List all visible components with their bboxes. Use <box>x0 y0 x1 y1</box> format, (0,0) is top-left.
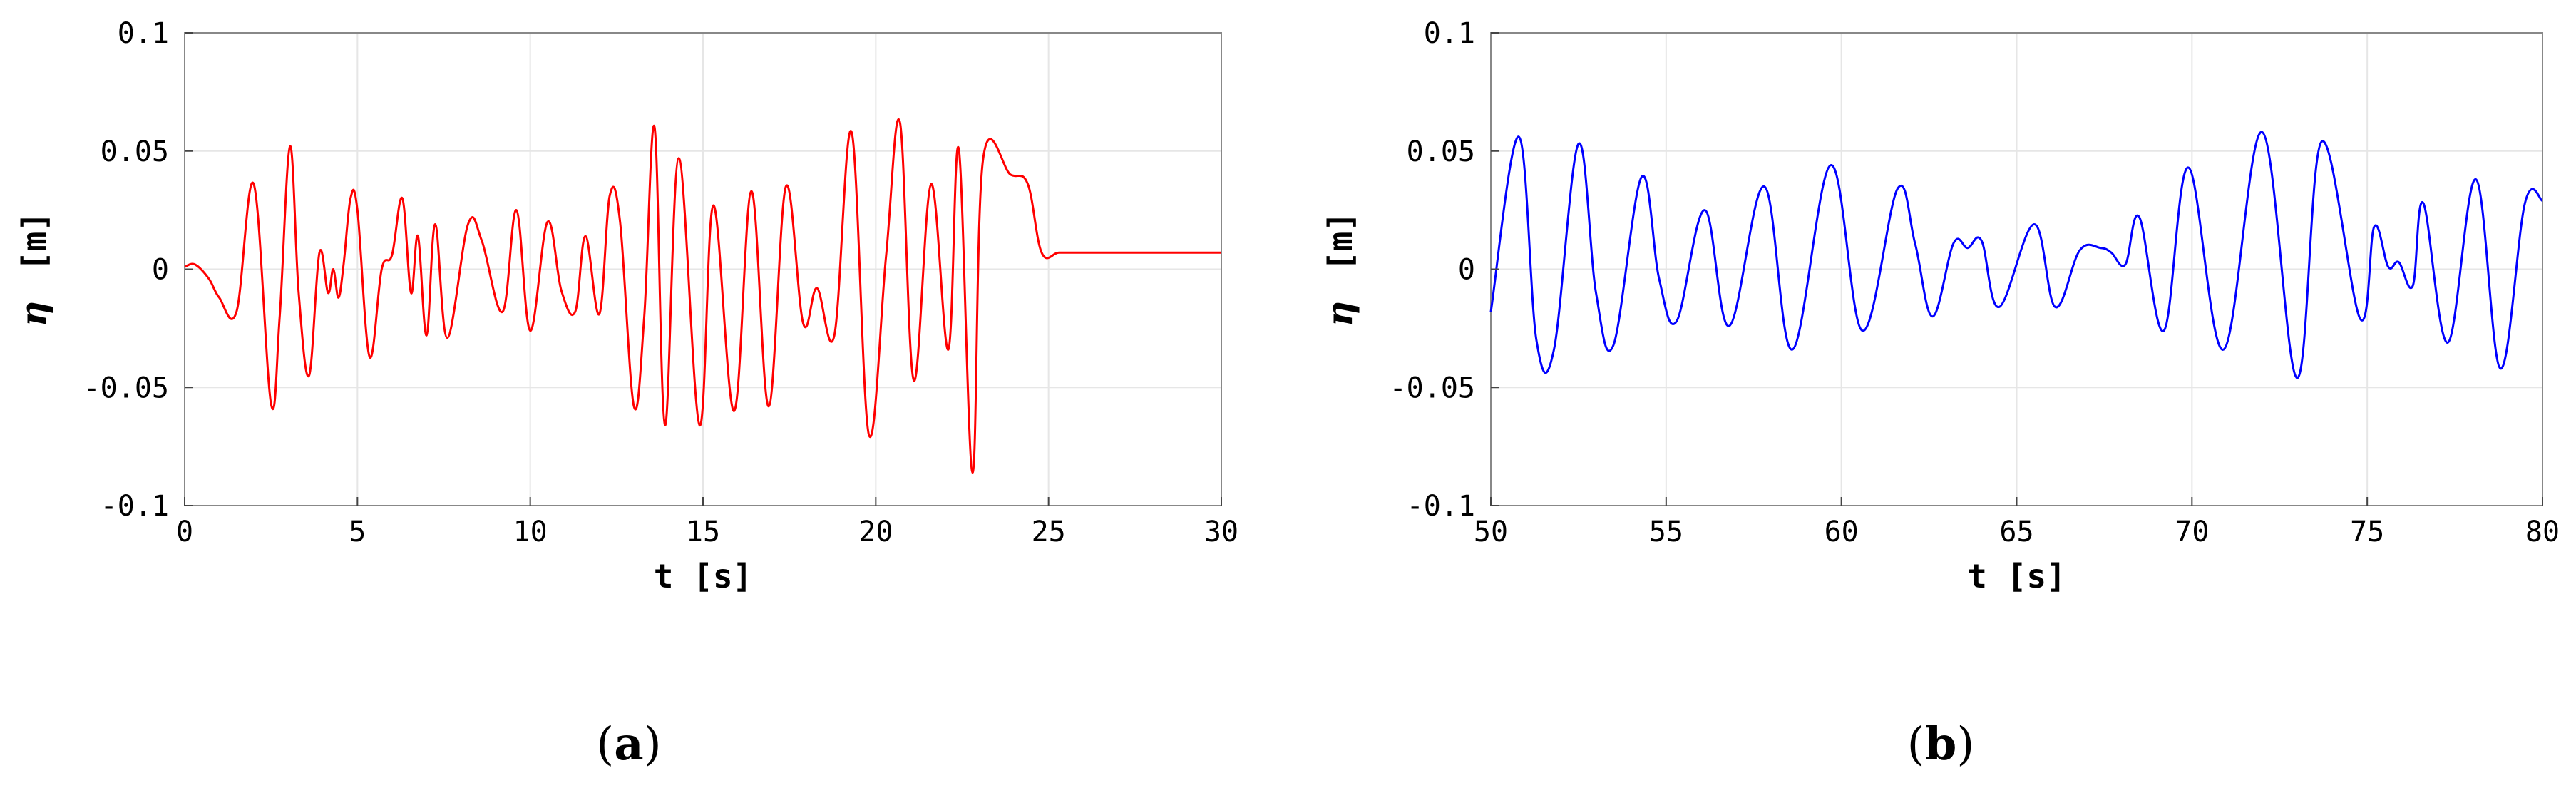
panel-letter-a: a <box>614 717 643 771</box>
series-a <box>184 118 1221 474</box>
series-line <box>1489 131 2544 379</box>
x-tick-label: 75 <box>2350 516 2384 548</box>
x-tick-label: 15 <box>686 516 720 548</box>
series-b <box>1489 131 2544 379</box>
grid-b <box>1490 32 2543 506</box>
x-tick-label: 10 <box>513 516 548 548</box>
y-axis-unit-b: [m] <box>1321 212 1360 271</box>
x-axis-title-b: t [s] <box>1967 557 2066 595</box>
panel-label-b: (b) <box>1907 717 1975 771</box>
y-tick-label: 0.05 <box>1407 135 1475 168</box>
series-line <box>184 118 1221 474</box>
x-tick-label: 5 <box>349 516 366 548</box>
svg-text:η [m]: η [m] <box>1318 212 1360 327</box>
y-axis-symbol-b: η <box>1318 301 1360 327</box>
panel-label-a: (a) <box>596 717 661 771</box>
y-tick-label: -0.05 <box>1390 372 1475 404</box>
y-tick-label: -0.1 <box>1407 490 1475 523</box>
x-tick-label: 80 <box>2525 516 2560 548</box>
x-tick-label: 0 <box>176 516 193 548</box>
x-axis-title-a: t [s] <box>654 557 752 595</box>
y-axis-title-a: η [m] <box>12 212 54 327</box>
chart-panel-b: 50 55 60 65 70 75 80 -0.1 -0.05 0 0.05 0.1 t [s] η … <box>1318 17 2560 771</box>
y-tick-label: 0.1 <box>1424 17 1475 50</box>
y-axis-title-b: η [m] <box>1318 212 1360 327</box>
x-tick-label: 50 <box>1474 516 1508 548</box>
svg-text:η [m]: η [m] <box>12 212 54 327</box>
y-tick-label: 0.05 <box>101 135 169 168</box>
x-tick-label: 60 <box>1825 516 1859 548</box>
y-axis-symbol-a: η <box>12 301 54 327</box>
y-tick-label: -0.05 <box>83 372 169 404</box>
grid-a <box>184 32 1222 506</box>
chart-panel-a: 0 5 10 15 20 25 30 -0.1 -0.05 0 0.05 0.1 t [s] η [m… <box>12 17 1238 771</box>
x-tick-label: 70 <box>2175 516 2209 548</box>
panel-letter-b: b <box>1925 717 1957 771</box>
x-tick-label: 20 <box>858 516 893 548</box>
y-tick-label: 0 <box>1458 254 1475 287</box>
y-axis-unit-a: [m] <box>15 212 53 271</box>
x-tick-label: 55 <box>1649 516 1683 548</box>
y-tick-label: 0 <box>152 254 169 287</box>
y-tick-label: -0.1 <box>101 490 169 523</box>
x-tick-label: 25 <box>1032 516 1066 548</box>
y-tick-label: 0.1 <box>118 17 169 50</box>
x-tick-label: 30 <box>1204 516 1238 548</box>
ticks-b: 50 55 60 65 70 75 80 -0.1 -0.05 0 0.05 0.1 <box>1390 17 2560 548</box>
x-tick-label: 65 <box>1999 516 2033 548</box>
ticks-a: 0 5 10 15 20 25 30 -0.1 -0.05 0 0.05 0.1 <box>83 17 1239 548</box>
